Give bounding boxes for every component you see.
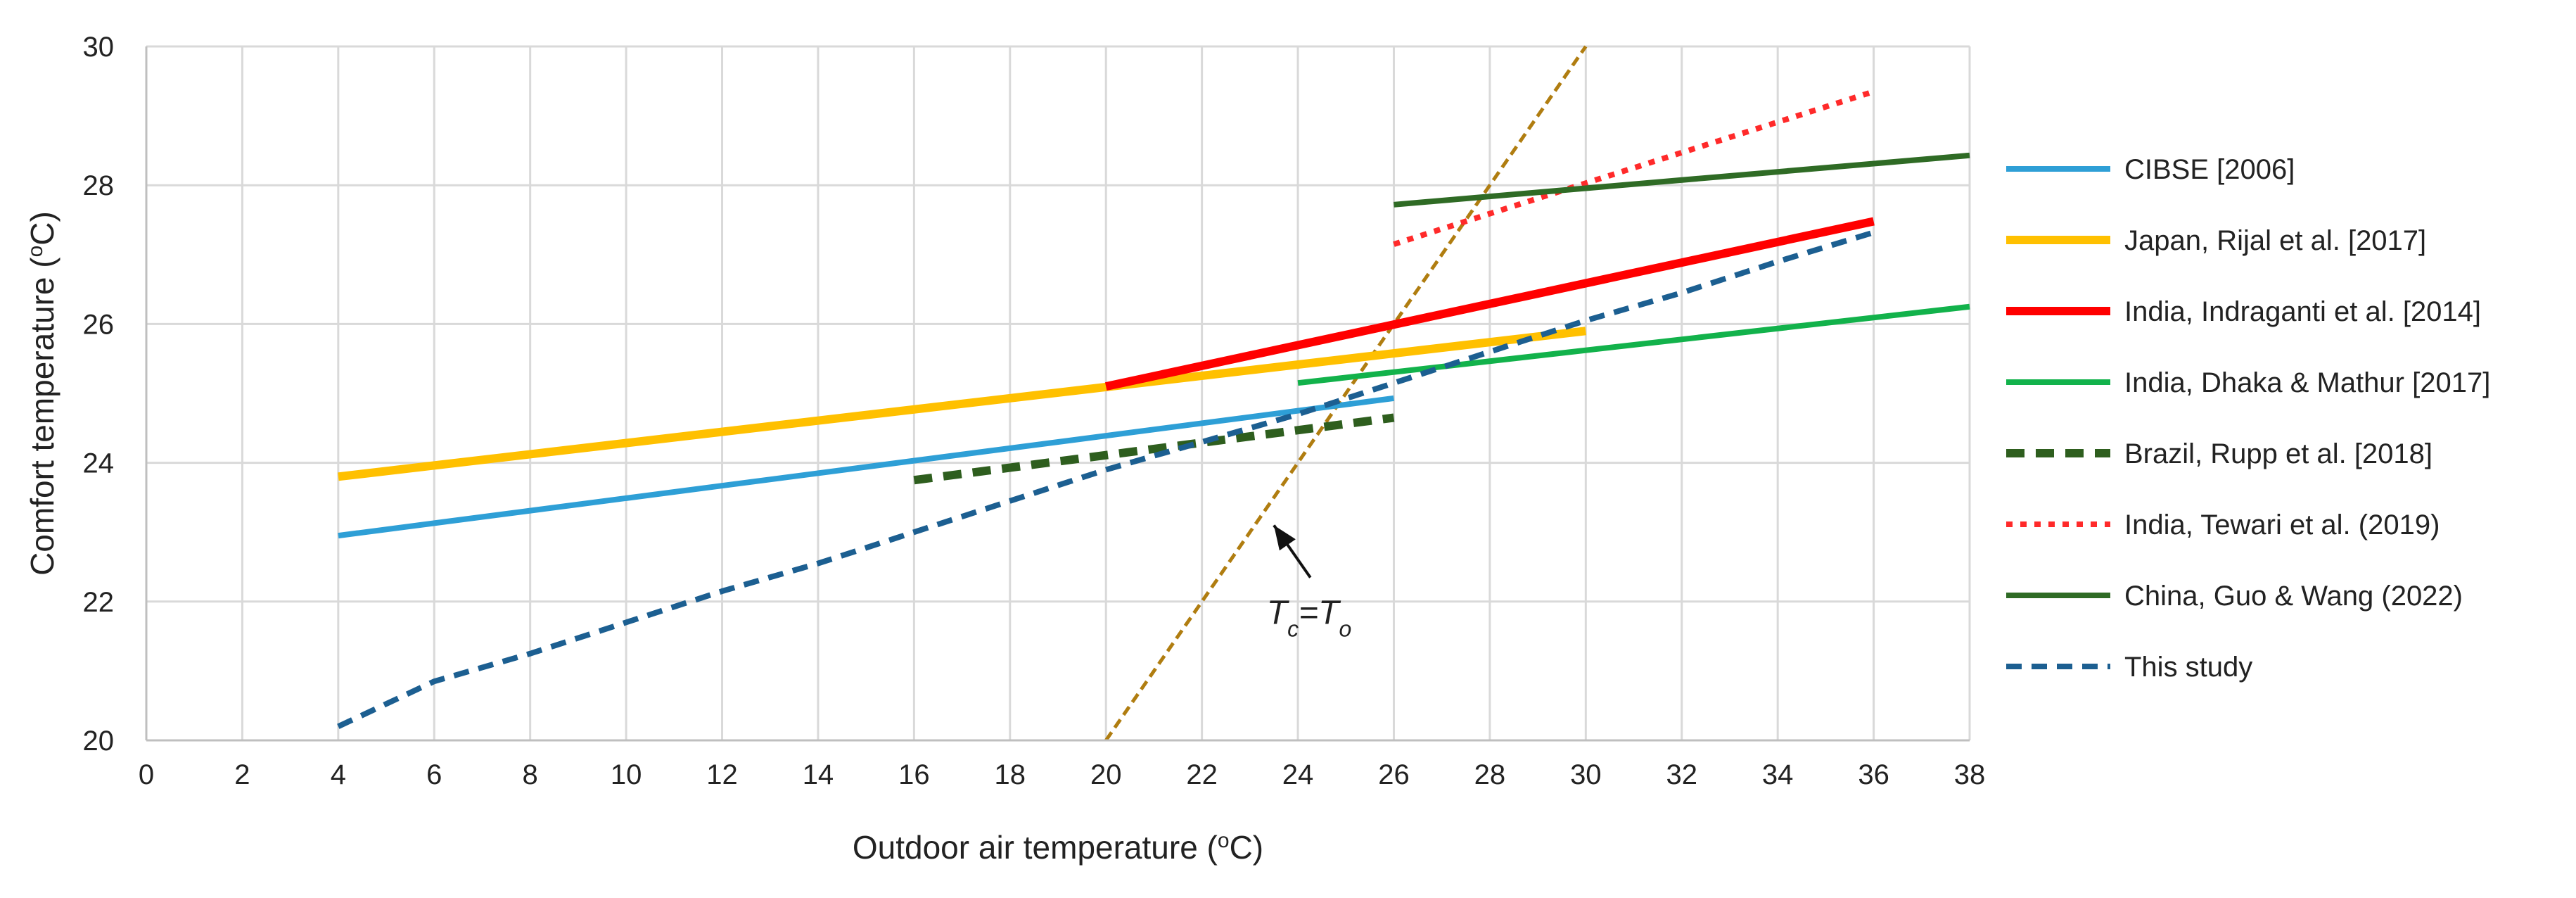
x-tick-label-8: 8 bbox=[523, 759, 538, 790]
legend-label-1: Japan, Rijal et al. [2017] bbox=[2124, 225, 2426, 256]
x-axis-title-text: Outdoor air temperature ( bbox=[853, 829, 1218, 866]
annotation-layer: Tc=To bbox=[1267, 524, 1351, 642]
x-axis-title-superscript: o bbox=[1218, 829, 1230, 852]
series-line-1 bbox=[338, 327, 1587, 481]
series-line-7 bbox=[337, 229, 1875, 729]
x-tick-label-18: 18 bbox=[995, 759, 1026, 790]
legend-label-4: Brazil, Rupp et al. [2018] bbox=[2124, 438, 2432, 469]
legend-label-3: India, Dhaka & Mathur [2017] bbox=[2124, 367, 2490, 398]
x-tick-label-38: 38 bbox=[1954, 759, 1986, 790]
x-tick-label-4: 4 bbox=[331, 759, 346, 790]
x-tick-label-12: 12 bbox=[706, 759, 738, 790]
series-line-0 bbox=[338, 395, 1394, 539]
legend: CIBSE [2006] Japan, Rijal et al. [2017] In… bbox=[2006, 154, 2490, 683]
y-axis-title-text: Comfort temperature ( bbox=[24, 257, 60, 576]
x-tick-label-26: 26 bbox=[1378, 759, 1410, 790]
y-axis-title-superscript: o bbox=[24, 246, 47, 258]
legend-label-5: India, Tewari et al. (2019) bbox=[2124, 510, 2440, 540]
annotation-arrow-head bbox=[1273, 525, 1296, 551]
y-tick-label-20: 20 bbox=[83, 726, 115, 757]
annotation-label-sub-o: o bbox=[1339, 616, 1351, 642]
y-axis-title: Comfort temperature (oC) bbox=[24, 211, 61, 576]
reference-line-layer bbox=[1104, 45, 1588, 742]
annotation-label: Tc=To bbox=[1267, 595, 1351, 642]
series-line-2 bbox=[1104, 217, 1875, 391]
x-tick-label-16: 16 bbox=[898, 759, 930, 790]
x-tick-label-30: 30 bbox=[1570, 759, 1602, 790]
annotation-label-sub-c: c bbox=[1287, 616, 1299, 642]
x-tick-label-34: 34 bbox=[1762, 759, 1794, 790]
series-layer bbox=[337, 89, 1970, 729]
legend-label-6: China, Guo & Wang (2022) bbox=[2124, 581, 2463, 612]
y-tick-label-22: 22 bbox=[83, 587, 115, 618]
annotation-label-t: T bbox=[1267, 595, 1290, 632]
y-tick-label-30: 30 bbox=[83, 32, 115, 63]
x-tick-label-0: 0 bbox=[139, 759, 154, 790]
x-tick-label-10: 10 bbox=[611, 759, 642, 790]
series-line-4 bbox=[913, 413, 1395, 485]
reference-line-tc-equals-to bbox=[1104, 45, 1588, 742]
x-tick-label-6: 6 bbox=[426, 759, 442, 790]
y-tick-label-28: 28 bbox=[83, 170, 115, 201]
x-tick-label-28: 28 bbox=[1474, 759, 1506, 790]
series-line-3 bbox=[1297, 303, 1970, 386]
x-tick-label-20: 20 bbox=[1090, 759, 1122, 790]
legend-label-0: CIBSE [2006] bbox=[2124, 154, 2295, 185]
legend-label-7: This study bbox=[2124, 652, 2252, 683]
y-tick-label-24: 24 bbox=[83, 448, 115, 479]
legend-label-2: India, Indraganti et al. [2014] bbox=[2124, 296, 2481, 327]
x-tick-label-22: 22 bbox=[1186, 759, 1218, 790]
series-line-6 bbox=[1394, 152, 1970, 208]
gridlines bbox=[146, 45, 1971, 740]
x-tick-label-36: 36 bbox=[1858, 759, 1889, 790]
y-axis-title-unit: C) bbox=[24, 211, 60, 246]
annotation-label-eq: =T bbox=[1299, 595, 1341, 632]
axes: 0 2 4 6 8 10 12 14 16 18 20 22 24 26 28 30 32 34 36 3820222… bbox=[24, 32, 1986, 866]
x-axis-title: Outdoor air temperature (oC) bbox=[853, 829, 1263, 866]
x-tick-label-14: 14 bbox=[803, 759, 834, 790]
y-tick-label-26: 26 bbox=[83, 309, 115, 340]
x-axis-title-unit: C) bbox=[1230, 829, 1264, 866]
x-tick-label-24: 24 bbox=[1282, 759, 1314, 790]
x-tick-label-32: 32 bbox=[1666, 759, 1697, 790]
x-tick-label-2: 2 bbox=[234, 759, 250, 790]
